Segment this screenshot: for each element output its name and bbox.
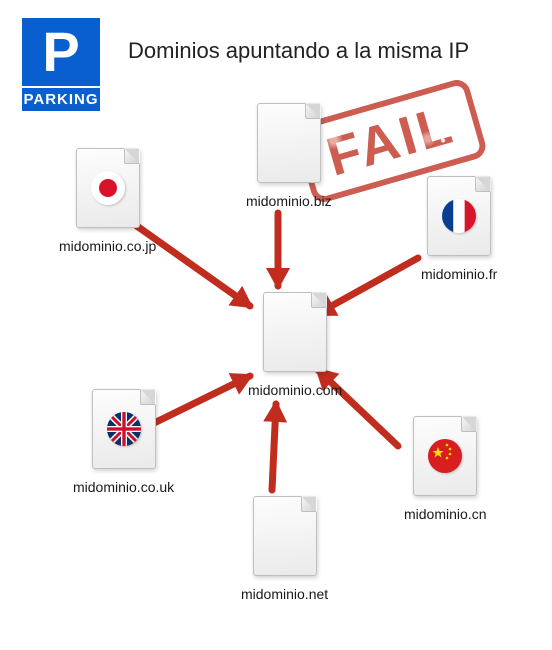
node-biz: midominio.biz <box>246 103 332 209</box>
flag-cn-icon <box>428 439 462 473</box>
node-label-jp: midominio.co.jp <box>59 238 156 254</box>
flag-fr-icon <box>442 199 476 233</box>
node-label-biz: midominio.biz <box>246 193 332 209</box>
flag-uk-icon <box>107 412 141 446</box>
doc-icon <box>253 496 317 576</box>
doc-icon <box>76 148 140 228</box>
node-label-center: midominio.com <box>248 382 342 398</box>
doc-icon <box>413 416 477 496</box>
node-label-net: midominio.net <box>241 586 328 602</box>
node-net: midominio.net <box>241 496 328 602</box>
doc-icon <box>92 389 156 469</box>
doc-icon <box>263 292 327 372</box>
node-label-fr: midominio.fr <box>421 266 497 282</box>
node-cn: midominio.cn <box>404 416 486 522</box>
node-label-uk: midominio.co.uk <box>73 479 174 495</box>
doc-icon <box>427 176 491 256</box>
node-jp: midominio.co.jp <box>59 148 156 254</box>
node-uk: midominio.co.uk <box>73 389 174 495</box>
node-center: midominio.com <box>248 292 342 398</box>
page-title: Dominios apuntando a la misma IP <box>128 38 469 64</box>
node-fr: midominio.fr <box>421 176 497 282</box>
doc-icon <box>257 103 321 183</box>
parking-letter: P <box>22 18 100 86</box>
parking-label: PARKING <box>22 88 100 111</box>
flag-jp-icon <box>91 171 125 205</box>
parking-sign: P PARKING <box>22 18 100 111</box>
node-label-cn: midominio.cn <box>404 506 486 522</box>
